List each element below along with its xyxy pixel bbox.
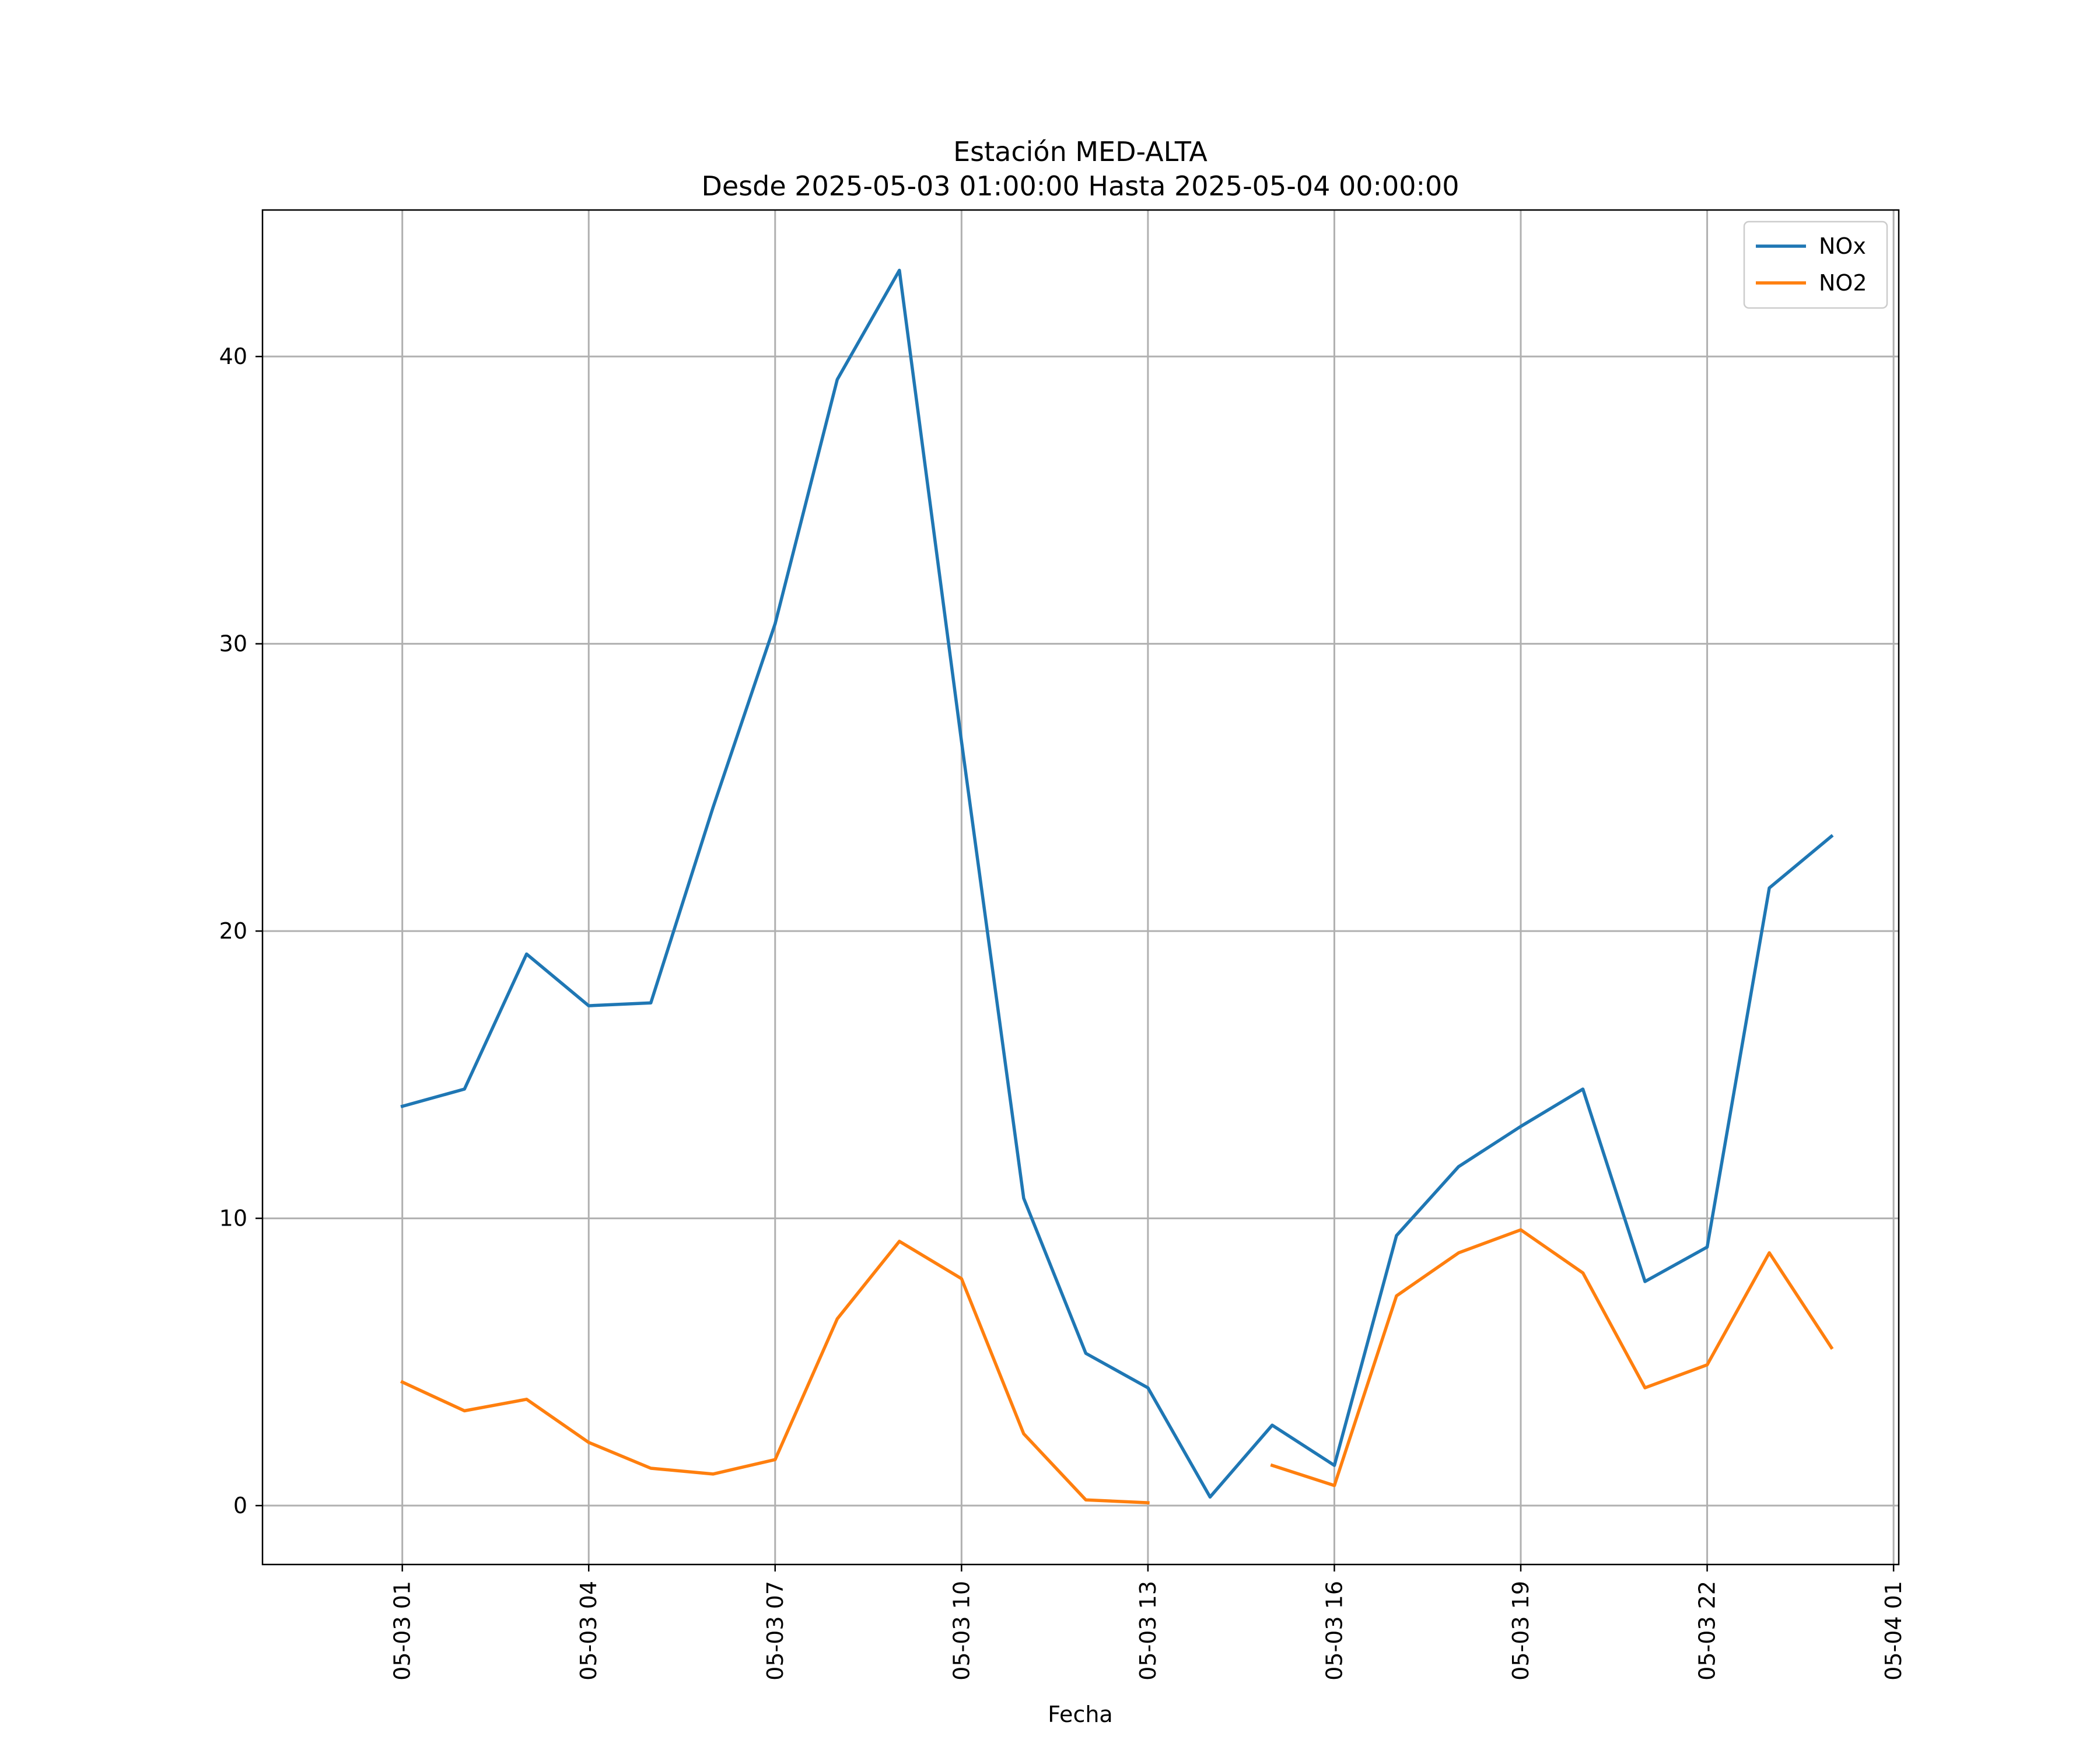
x-axis-label: Fecha <box>1048 1702 1112 1727</box>
y-tick-label: 30 <box>219 631 247 657</box>
x-tick-label: 05-03 16 <box>1321 1581 1347 1681</box>
chart-title: Estación MED-ALTA <box>953 136 1208 167</box>
y-tick-label: 40 <box>219 344 247 369</box>
axis-ticks: 05-03 01 05-03 04 05-03 07 05-03 10 05-03 13… <box>219 344 1906 1681</box>
y-tick-label: 20 <box>219 918 247 944</box>
legend: NOx NO2 <box>1743 220 1888 309</box>
legend-label: NOx <box>1819 233 1866 259</box>
series-lines <box>400 268 1834 1504</box>
legend-label: NO2 <box>1819 270 1867 296</box>
x-tick-label: 05-03 01 <box>390 1581 415 1681</box>
y-tick-label: 0 <box>233 1493 247 1518</box>
x-tick-label: 05-03 22 <box>1695 1581 1720 1681</box>
x-tick-label: 05-03 07 <box>762 1581 788 1681</box>
series-line-no2 <box>400 1228 1834 1504</box>
chart-subtitle: Desde 2025-05-03 01:00:00 Hasta 2025-05-… <box>701 170 1459 202</box>
x-tick-label: 05-03 10 <box>949 1581 974 1681</box>
x-tick-label: 05-03 13 <box>1135 1581 1161 1681</box>
plot-frame <box>261 209 1900 1566</box>
x-tick-label: 05-03 19 <box>1508 1581 1534 1681</box>
y-tick-label: 10 <box>219 1206 247 1231</box>
legend-box <box>1743 220 1888 309</box>
series-line-nox <box>400 268 1834 1499</box>
x-tick-label: 05-03 04 <box>576 1581 601 1681</box>
x-tick-label: 05-04 01 <box>1881 1581 1906 1681</box>
